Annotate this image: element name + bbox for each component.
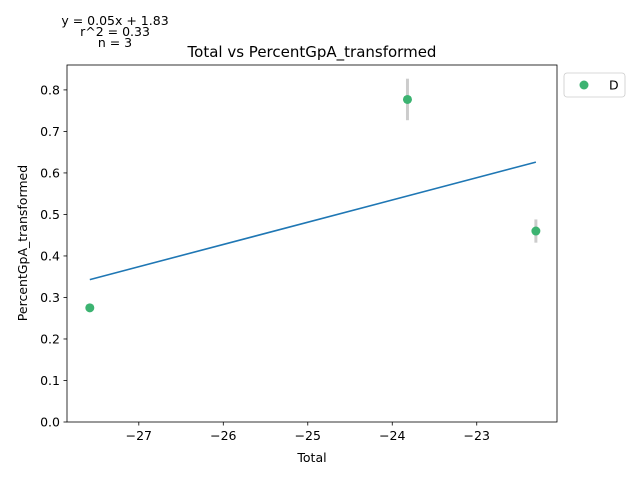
legend-label-d: D xyxy=(609,78,619,93)
y-tick-label: 0.8 xyxy=(40,82,60,97)
y-tick-label: 0.6 xyxy=(40,165,60,180)
y-tick-label: 0.4 xyxy=(40,248,60,263)
plot-frame xyxy=(66,64,558,423)
x-tick-label: −24 xyxy=(379,428,405,443)
fit-layer xyxy=(89,161,537,281)
r-squared-annotation: r^2 = 0.33 xyxy=(80,24,150,39)
x-tick-label: −26 xyxy=(210,428,236,443)
y-tick-label: 0.1 xyxy=(40,373,60,388)
x-axis-label: Total xyxy=(296,450,326,465)
y-tick-label: 0.0 xyxy=(40,415,60,430)
x-tick-label: −25 xyxy=(295,428,321,443)
y-tick-label: 0.2 xyxy=(40,331,60,346)
regression-line xyxy=(89,161,537,281)
x-tick-layer: −27 −26 −25 −24 −23 xyxy=(126,422,490,443)
x-tick-label: −23 xyxy=(464,428,490,443)
legend-marker-d xyxy=(579,80,589,90)
legend: D xyxy=(563,72,626,98)
y-tick-label: 0.7 xyxy=(40,124,60,139)
data-point xyxy=(85,303,95,313)
y-tick-layer: 0.0 0.1 0.2 0.3 0.4 0.5 0.6 0.7 0.8 xyxy=(40,82,67,430)
fit-equation-annotation: y = 0.05x + 1.83 xyxy=(61,13,168,28)
legend-frame xyxy=(563,72,626,98)
data-point-layer xyxy=(85,94,541,313)
data-point xyxy=(402,94,412,104)
y-tick-label: 0.5 xyxy=(40,207,60,222)
data-point xyxy=(531,226,541,236)
x-tick-label: −27 xyxy=(126,428,152,443)
chart-title: Total vs PercentGpA_transformed xyxy=(187,43,437,62)
y-axis-label: PercentGpA_transformed xyxy=(15,165,30,321)
y-tick-label: 0.3 xyxy=(40,290,60,305)
sample-size-annotation: n = 3 xyxy=(98,35,132,50)
